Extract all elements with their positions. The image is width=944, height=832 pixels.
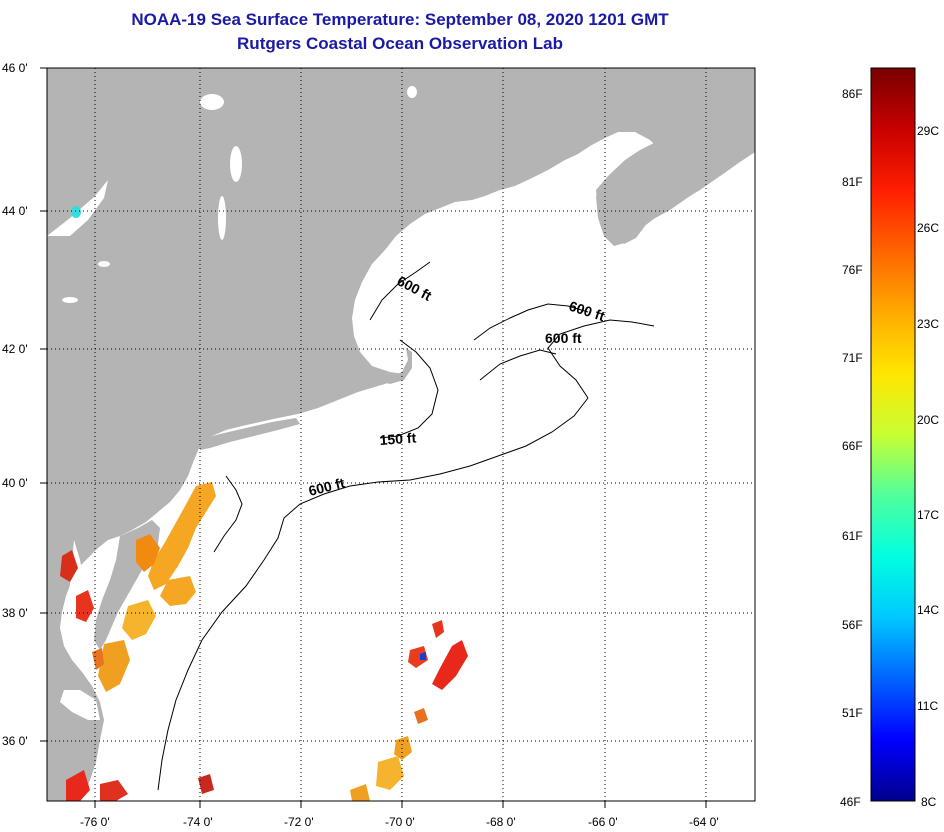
axis-ticks	[40, 67, 707, 808]
colorbar-f-label: 46F	[840, 795, 861, 809]
lat-label: 36 0'	[2, 734, 28, 748]
colorbar-f-label: 71F	[842, 351, 863, 365]
colorbar-c-label: 11C	[917, 699, 938, 713]
colorbar-f-label: 76F	[842, 263, 863, 277]
land-us-mainland	[47, 68, 755, 801]
lon-label: -64 0'	[689, 815, 719, 829]
lon-label: -74 0'	[183, 815, 213, 829]
lon-label: -70 0'	[385, 815, 415, 829]
land-long-island	[198, 418, 300, 450]
colorbar-f-label: 66F	[842, 439, 863, 453]
lake-1	[200, 94, 224, 110]
colorbar-f-label: 86F	[842, 87, 863, 101]
lake-ontario-edge	[47, 180, 108, 236]
colorbar-f-labels: 86F 81F 76F 71F 66F 61F 56F 51F 46F	[840, 87, 863, 809]
colorbar-c-label: 29C	[917, 124, 939, 138]
map-subtitle: Rutgers Coastal Ocean Observation Lab	[237, 34, 563, 53]
colorbar	[870, 67, 916, 802]
lat-label: 46 0'	[2, 61, 28, 75]
colorbar-f-label: 51F	[842, 706, 863, 720]
lat-label: 40 0'	[2, 476, 28, 490]
lon-label: -66 0'	[588, 815, 618, 829]
map-frame	[46, 67, 756, 802]
land-cape-cod	[372, 348, 412, 384]
lat-label: 42 0'	[2, 342, 28, 356]
map-title: NOAA-19 Sea Surface Temperature: Septemb…	[131, 10, 669, 29]
lat-label: 38 0'	[2, 606, 28, 620]
latitude-labels: 46 0' 44 0' 42 0' 40 0' 38 0' 36 0'	[2, 61, 28, 748]
lat-label: 44 0'	[2, 204, 28, 218]
lake-4	[407, 86, 417, 98]
colorbar-f-label: 81F	[842, 175, 863, 189]
colorbar-c-label: 26C	[917, 221, 939, 235]
colorbar-c-label: 8C	[921, 795, 937, 809]
lake-3	[218, 196, 226, 240]
sst-coastal-patches	[60, 482, 216, 801]
contour-label: 600 ft	[545, 330, 582, 346]
colorbar-c-label: 14C	[917, 603, 939, 617]
lon-label: -72 0'	[284, 815, 314, 829]
lake-5	[98, 261, 110, 267]
pamlico-sound	[60, 690, 100, 720]
lake-2	[230, 146, 242, 182]
colorbar-f-label: 61F	[842, 529, 863, 543]
land-nova-scotia	[596, 122, 755, 246]
colorbar-c-label: 23C	[917, 317, 939, 331]
colorbar-c-labels: 29C 26C 23C 20C 17C 14C 11C 8C	[917, 124, 939, 809]
colorbar-c-label: 20C	[917, 413, 939, 427]
colorbar-c-label: 17C	[917, 508, 939, 522]
longitude-labels: -76 0' -74 0' -72 0' -70 0' -68 0' -66 0…	[80, 815, 719, 829]
bathymetry-contours	[157, 261, 655, 791]
lake-sst-patch	[71, 206, 81, 218]
contour-label: 150 ft	[379, 429, 417, 448]
sst-offshore-patches	[350, 620, 468, 801]
lon-label: -76 0'	[80, 815, 110, 829]
lake-6	[62, 297, 78, 303]
lon-label: -68 0'	[486, 815, 516, 829]
colorbar-f-label: 56F	[842, 618, 863, 632]
